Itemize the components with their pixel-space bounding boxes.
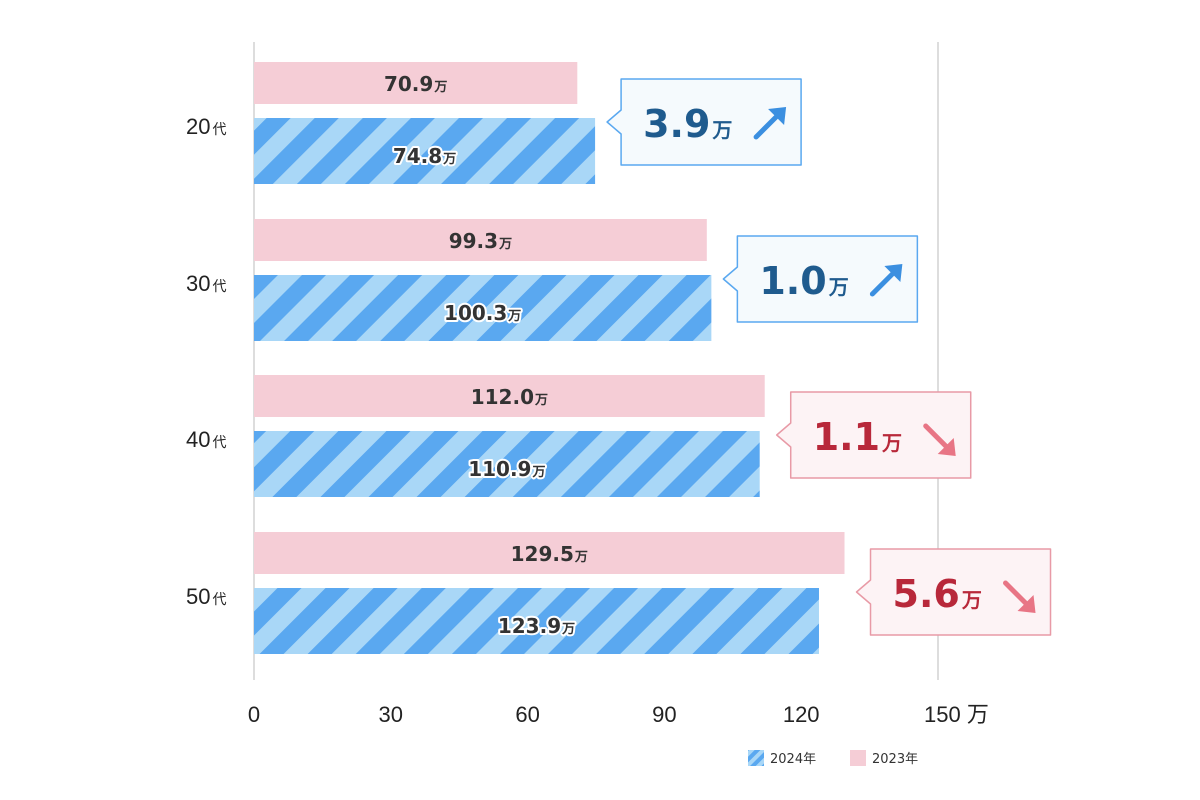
x-tick-label: 30	[379, 702, 403, 727]
x-tick-label: 150 万	[924, 702, 989, 727]
x-tick-label: 60	[515, 702, 539, 727]
x-axis: 0 30 60 90 120 150 万	[248, 702, 989, 727]
legend: 2024年 2023年	[748, 750, 918, 767]
bar-label-2023: 129.5万	[511, 542, 588, 566]
bar-label-2023: 99.3万	[449, 229, 512, 253]
category-label: 50 代	[186, 584, 226, 609]
legend-swatch-2024	[748, 750, 764, 766]
difference-value: 5.6 万	[893, 572, 982, 616]
arrow-down-right-icon	[923, 423, 956, 456]
bar-2024	[254, 588, 819, 654]
bar-label-2024: 100.3万	[444, 301, 521, 325]
bar-2024	[254, 431, 760, 497]
bar-label-2024: 74.8万	[393, 144, 456, 168]
arrow-down-right-icon	[1003, 580, 1036, 613]
bar-2023	[254, 532, 845, 574]
bar-label-2024: 110.9万	[468, 457, 545, 481]
arrow-up-right-icon	[753, 107, 787, 140]
bar-2023	[254, 62, 578, 104]
difference-value: 1.0 万	[759, 259, 848, 303]
bar-2023	[254, 375, 765, 417]
bars	[254, 62, 845, 654]
x-tick-label: 0	[248, 702, 260, 727]
legend-label-2023: 2023年	[872, 752, 918, 767]
difference-value: 1.1 万	[813, 415, 902, 459]
x-tick-label: 120	[783, 702, 820, 727]
x-tick-label: 90	[652, 702, 676, 727]
bar-label-2024: 123.9万	[498, 614, 575, 638]
bar-2024	[254, 118, 596, 184]
difference-value: 3.9 万	[643, 102, 732, 146]
arrow-up-right-icon	[869, 264, 903, 297]
difference-callouts: 3.9 万 1.0 万 1.1 万 5.6 万	[606, 78, 1052, 636]
category-label: 40 代	[186, 427, 226, 452]
bar-2024	[254, 275, 712, 341]
legend-label-2024: 2024年	[770, 752, 816, 767]
difference-callout: 1.0 万	[722, 235, 919, 323]
bar-2023	[254, 219, 707, 261]
difference-callout: 1.1 万	[775, 391, 972, 479]
y-axis: 20 代 30 代 40 代 50 代	[186, 114, 226, 609]
difference-callout: 5.6 万	[855, 548, 1052, 636]
category-label: 20 代	[186, 114, 226, 139]
bar-labels: 70.9万 74.8万 99.3万 100.3万 112.0万 110.9万 129.5万 1…	[384, 72, 588, 640]
difference-callout: 3.9 万	[606, 78, 802, 166]
bar-label-2023: 112.0万	[471, 385, 548, 409]
bar-label-2023: 70.9万	[384, 72, 447, 96]
category-label: 30 代	[186, 271, 226, 296]
legend-swatch-2023	[850, 750, 866, 766]
